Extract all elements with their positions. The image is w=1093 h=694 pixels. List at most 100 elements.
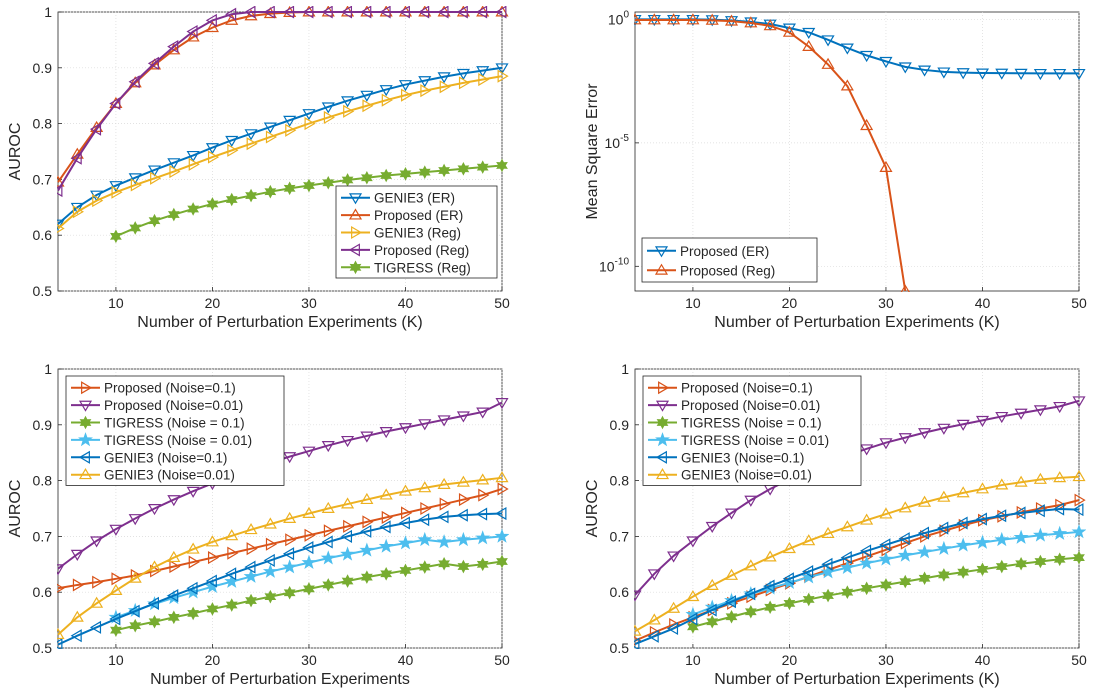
legend-entry-proposed-er-label: Proposed (ER) [374, 208, 463, 223]
series-proposed-er-point [937, 67, 951, 79]
series-tigress-noise-0-01-point [340, 546, 356, 561]
legend-entry-tigress-noise-0-1-marker [656, 415, 669, 430]
series-proposed-noise-0-1-point [265, 537, 278, 551]
y-tick-label: 0.8 [33, 116, 53, 132]
series-proposed-noise-0-1-point [458, 493, 471, 507]
x-tick-label: 10 [685, 295, 701, 311]
series-genie3-er-point [476, 66, 490, 78]
series-proposed-reg-line [57, 11, 502, 192]
chart-mse-log-scale: 10 20 30 40 50 100 10-5 10-10 Number of Perturba… [584, 9, 1087, 331]
y-tick-label: 0.5 [33, 640, 53, 656]
x-tick-label: 10 [108, 295, 124, 311]
series-tigress-noise-0-1-point [283, 585, 296, 600]
series-proposed-reg-point [840, 79, 854, 91]
x-axis-label: Number of Perturbation Experiments (K) [714, 314, 999, 331]
y-tick-label: 1 [621, 361, 629, 377]
series-proposed-noise-0-1-point [381, 510, 393, 524]
chart-auroc-noise-left: 10 20 30 40 50 0.5 0.6 0.7 0.8 0.9 1 Number of Pert… [7, 361, 510, 688]
series-proposed-reg-point [782, 25, 796, 37]
x-tick-label: 50 [494, 295, 510, 311]
series-genie3-noise-0-1-point [167, 589, 179, 603]
series-layer [634, 13, 1086, 292]
series-tigress-noise-0-1-point [880, 578, 892, 592]
series-proposed-noise-0-01-point [167, 495, 181, 507]
series-tigress-noise-0-1-point [129, 618, 142, 633]
series-proposed-reg-line [635, 18, 907, 292]
series-proposed-reg-point [340, 6, 353, 19]
series-proposed-reg-point [418, 6, 430, 19]
series-genie3-noise-0-1-point [724, 595, 736, 609]
series-genie3-reg-point [439, 80, 451, 94]
legend: Proposed (Noise=0.1) Proposed (Noise=0.01… [642, 375, 862, 486]
series-proposed-noise-0-01-point [995, 411, 1009, 424]
series-genie3-reg-point [497, 69, 509, 83]
series-proposed-noise-0-1-point [72, 578, 84, 592]
y-axis-label: AUROC [7, 123, 24, 181]
series-genie3-er-point [341, 96, 355, 108]
series-genie3-noise-0-1-point [456, 508, 468, 522]
series-proposed-noise-0-01-point [70, 549, 84, 561]
y-tick-label: 0.7 [33, 171, 53, 187]
series-proposed-noise-0-01-point [302, 446, 316, 458]
series-proposed-noise-0-1-point [169, 559, 181, 574]
series-genie3-noise-0-01-point [898, 501, 912, 513]
series-genie3-noise-0-1-point [840, 551, 852, 565]
series-genie3-noise-0-1-point [686, 612, 698, 626]
series-genie3-noise-0-01-point [705, 578, 719, 590]
series-proposed-noise-0-01-point [341, 435, 355, 448]
series-layer [57, 6, 509, 244]
series-tigress-reg-point [418, 165, 431, 179]
series-proposed-reg-point [282, 6, 295, 19]
series-tigress-noise-0-01-point [839, 559, 855, 574]
series-tigress-noise-0-1-point [706, 614, 719, 629]
legend-entry-genie3-er-marker [348, 193, 363, 205]
series-proposed-noise-0-01-point [898, 433, 912, 445]
series-genie3-noise-0-1-point [476, 507, 488, 521]
series-genie3-noise-0-1-point [495, 506, 507, 521]
series-proposed-er-point [205, 20, 219, 33]
series-proposed-reg-point [263, 6, 275, 19]
series-proposed-noise-0-01-point [634, 590, 642, 602]
series-tigress-noise-0-1-point [187, 606, 200, 621]
y-tick-label: 0.5 [610, 640, 630, 656]
y-tick-label: 0.7 [610, 528, 630, 544]
series-genie3-er-point [147, 165, 162, 177]
series-tigress-noise-0-01-point [1013, 529, 1029, 544]
series-proposed-noise-0-1-point [304, 528, 316, 542]
series-genie3-reg-point [188, 157, 200, 171]
series-proposed-noise-0-01-point [128, 514, 142, 526]
x-tick-label: 40 [975, 652, 991, 668]
series-genie3-noise-0-1-point [244, 560, 256, 574]
series-genie3-noise-0-01-point [821, 526, 835, 539]
series-genie3-noise-0-01-point [109, 583, 123, 595]
series-proposed-noise-0-01-point [937, 423, 951, 435]
series-proposed-noise-0-01-point [109, 524, 123, 536]
series-genie3-reg-point [401, 88, 413, 102]
series-proposed-er-point [1033, 68, 1047, 81]
legend-entry-genie3-reg-label: GENIE3 (Reg) [374, 226, 461, 241]
y-tick-label: 1 [44, 4, 52, 20]
series-genie3-noise-0-01-point [995, 478, 1009, 490]
series-genie3-reg-point [111, 185, 123, 199]
x-tick-label: 10 [108, 652, 124, 668]
x-tick-label: 40 [398, 295, 414, 311]
series-genie3-noise-0-1-point [398, 516, 410, 530]
chart-auroc-network-type: 10 20 30 40 50 0.5 0.6 0.7 0.8 0.9 1 Number of Pert… [7, 4, 510, 331]
series-proposed-noise-0-01-point [90, 536, 104, 548]
series-proposed-noise-0-1-point [227, 546, 239, 560]
series-tigress-noise-0-1-point [687, 620, 699, 634]
series-proposed-noise-0-1-point [420, 501, 432, 516]
series-genie3-noise-0-1-point [437, 510, 449, 524]
series-genie3-er-point [128, 173, 142, 185]
series-tigress-noise-0-01-point [494, 528, 509, 543]
series-genie3-noise-0-1-point [147, 596, 159, 610]
series-genie3-reg-point [207, 150, 220, 164]
series-genie3-noise-0-1-point [975, 512, 987, 526]
series-tigress-noise-0-01-point [859, 555, 875, 570]
series-proposed-reg-point [225, 7, 237, 21]
series-genie3-noise-0-1-point [879, 538, 891, 552]
legend-entry-genie3-noise-0-01-marker [655, 468, 670, 480]
series-genie3-noise-0-1-point [263, 553, 275, 567]
series-tigress-reg-point [341, 173, 354, 187]
series-genie3-noise-0-1-point [360, 524, 372, 538]
